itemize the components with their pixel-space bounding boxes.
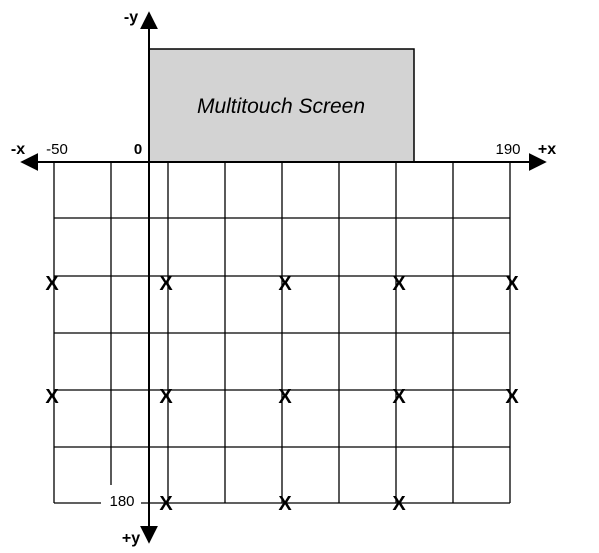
x-min-tick-label: -50: [46, 141, 68, 158]
touch-target-marker: X: [392, 273, 406, 295]
pos-x-axis-label: +x: [538, 141, 556, 158]
neg-y-axis-label: -y: [124, 9, 138, 26]
pos-y-axis-label: +y: [122, 530, 140, 547]
x-max-tick-label: 190: [495, 141, 520, 158]
screen-label: Multitouch Screen: [197, 95, 365, 118]
neg-x-axis-label: -x: [11, 141, 25, 158]
touch-target-marker: X: [45, 386, 59, 408]
touch-target-marker: X: [278, 493, 292, 515]
touch-target-marker: X: [278, 386, 292, 408]
origin-label: 0: [134, 141, 142, 158]
y-max-tick-label: 180: [109, 493, 134, 510]
touch-target-marker: X: [159, 493, 173, 515]
grid: [53, 162, 511, 504]
touch-target-marker: X: [278, 273, 292, 295]
touch-target-marker: X: [159, 273, 173, 295]
touch-target-marker: X: [159, 386, 173, 408]
touch-markers: X X X X X X X X X X X X X: [45, 273, 519, 515]
touch-target-marker: X: [45, 273, 59, 295]
touch-target-marker: X: [505, 273, 519, 295]
multitouch-screen: [148, 48, 415, 163]
touch-target-marker: X: [505, 386, 519, 408]
touch-target-marker: X: [392, 386, 406, 408]
touch-target-marker: X: [392, 493, 406, 515]
